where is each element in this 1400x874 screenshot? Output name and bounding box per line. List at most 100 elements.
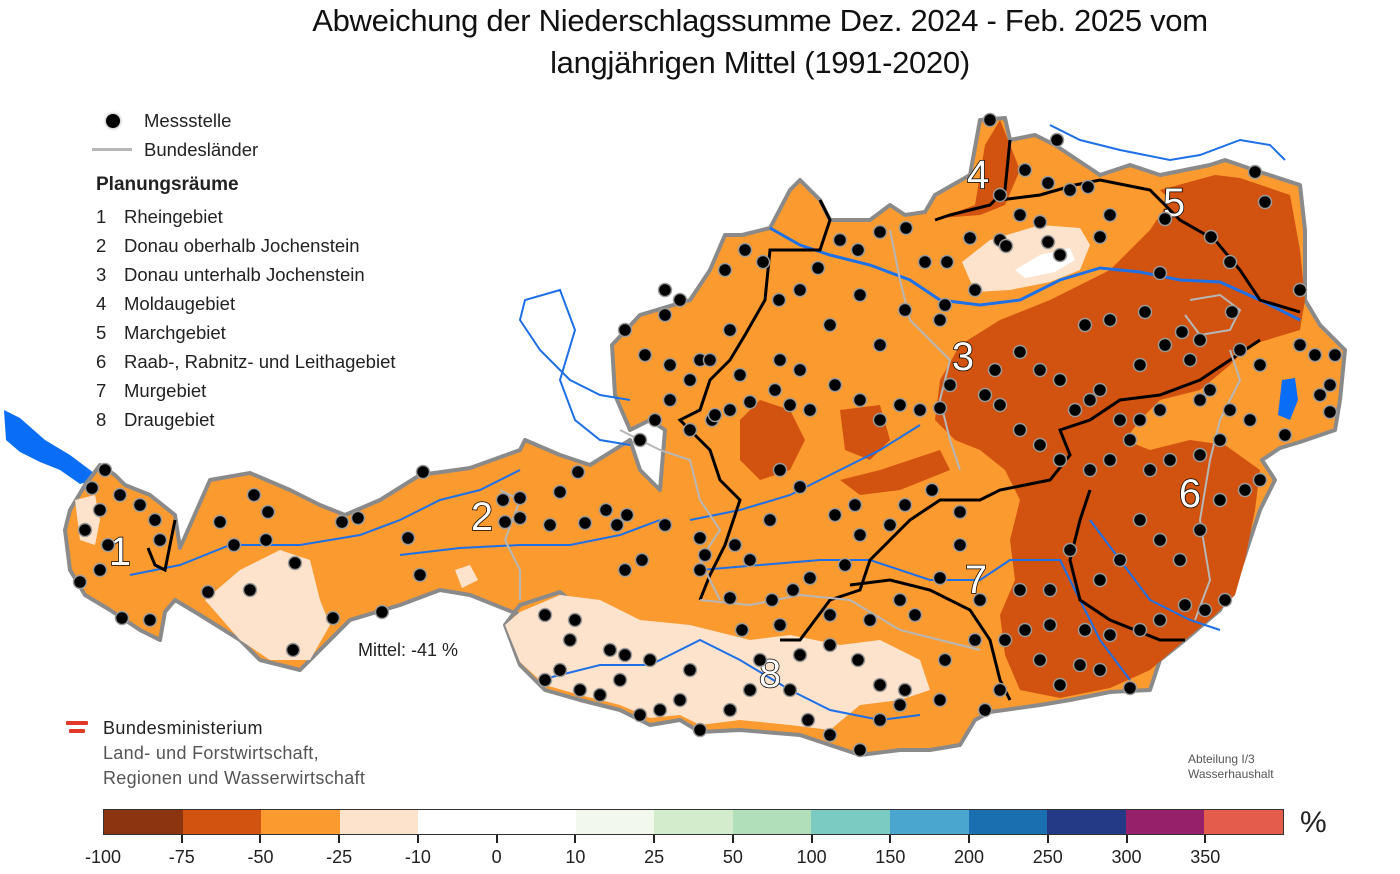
measurement-station-dot (952, 504, 968, 520)
measurement-station-dot (742, 552, 758, 568)
border-line-icon (92, 148, 132, 151)
colorbar-tick-label: 100 (796, 847, 827, 867)
title-line-1: Abweichung der Niederschlagssumme Dez. 2… (312, 3, 1208, 38)
planning-name: Raab-, Rabnitz- und Leithagebiet (124, 350, 396, 372)
measurement-station-dot (634, 552, 650, 568)
measurement-station-dot (1122, 680, 1138, 696)
legend-station-label: Messstelle (144, 109, 232, 131)
measurement-station-dot (72, 574, 88, 590)
colorbar-segment (1047, 810, 1126, 834)
measurement-station-dot (1017, 162, 1033, 178)
colorbar-ticks: -100 -75 -50 -25 -10 0 10 25 50 100 150 200 250 300 35… (85, 835, 1284, 867)
planning-name: Draugebiet (124, 408, 215, 430)
measurement-station-dot (552, 484, 568, 500)
planning-num: 1 (96, 205, 107, 227)
measurement-station-dot (1052, 677, 1068, 693)
measurement-station-dot (1032, 437, 1048, 453)
state-border-wien (1184, 293, 1242, 337)
measurement-station-dot (1237, 482, 1253, 498)
measurement-station-dot (1112, 412, 1128, 428)
measurement-station-dot (1252, 472, 1268, 488)
measurement-station-dot (872, 224, 888, 240)
colorbar-segment (968, 810, 1048, 834)
measurement-station-dot (697, 547, 713, 563)
planning-area-label: 7 (965, 558, 987, 602)
colorbar-unit: % (1300, 806, 1327, 839)
measurement-station-dot (717, 262, 733, 278)
boundary-mur-east (1068, 489, 1185, 642)
measurement-station-dot (374, 604, 390, 620)
measurement-station-dot (1307, 347, 1323, 363)
measurement-station-dot (1032, 652, 1048, 668)
measurement-station-dot (567, 612, 583, 628)
measurement-station-dot (737, 242, 753, 258)
measurement-station-dot (570, 464, 586, 480)
colorbar-tick-label: -50 (247, 847, 274, 867)
measurement-station-dot (92, 562, 108, 578)
colorbar-tick-mark (574, 835, 577, 843)
measurement-station-dot (1232, 342, 1248, 358)
measurement-station-dot (200, 584, 216, 600)
colorbar-tick-mark (495, 835, 498, 843)
measurement-station-dot (1062, 182, 1078, 198)
measurement-station-dot (1203, 229, 1219, 245)
colorbar-tick-mark (416, 835, 419, 843)
measurement-station-dot (682, 422, 698, 438)
measurement-station-dot (1292, 282, 1308, 298)
legend-planning-item: 4 Moldaugebiet (96, 289, 396, 318)
measurement-station-dot (1192, 392, 1208, 408)
measurement-station-dot (1122, 432, 1138, 448)
measurement-station-dot (827, 507, 843, 523)
measurement-station-dot (1012, 344, 1028, 360)
measurement-station-dot (1062, 542, 1078, 558)
measurement-station-dot (872, 677, 888, 693)
measurement-station-dot (992, 187, 1008, 203)
measurement-station-dot (810, 260, 826, 276)
measurement-station-dot (977, 387, 993, 403)
colorbar-tick-mark (968, 835, 971, 843)
measurement-station-dot (898, 220, 914, 236)
river-outline-bavaria (518, 288, 631, 446)
legend-border-label: Bundesländer (144, 138, 259, 160)
measurement-station-dot (939, 254, 955, 270)
measurement-station-dot (212, 514, 228, 530)
measurement-station-dot (285, 642, 301, 658)
measurement-station-dot (982, 112, 998, 128)
measurement-station-dot (772, 352, 788, 368)
measurement-station-dot (1040, 175, 1056, 191)
measurement-station-dot (732, 367, 748, 383)
measurement-station-dot (672, 292, 688, 308)
planning-num: 6 (96, 350, 107, 372)
measurement-station-dot (1080, 179, 1096, 195)
river-donau (769, 226, 1301, 322)
colorbar-tick-label: 200 (954, 847, 985, 867)
measurement-station-dot (512, 490, 528, 506)
colorbar-segment (418, 810, 497, 834)
measurement-station-dot (1072, 657, 1088, 673)
measurement-station-dot (142, 612, 158, 628)
measurement-station-dot (1292, 337, 1308, 353)
measurement-station-dot (242, 582, 258, 598)
measurement-station-dot (755, 254, 771, 270)
measurement-station-dot (800, 712, 816, 728)
map-title: Abweichung der Niederschlagssumme Dez. 2… (0, 0, 1400, 84)
legend-planning-item: 1 Rheingebiet (96, 202, 396, 231)
measurement-station-dot (260, 504, 276, 520)
measurement-station-dot (1082, 392, 1098, 408)
measurement-station-dot (792, 647, 808, 663)
measurement-station-dot (147, 512, 163, 528)
measurement-station-dot (226, 537, 242, 553)
planning-num: 8 (96, 408, 107, 430)
measurement-station-dot (537, 672, 553, 688)
measurement-station-dot (862, 612, 878, 628)
measurement-station-dot (258, 532, 274, 548)
planning-num: 3 (96, 263, 107, 285)
colorbar-tick-mark (180, 835, 183, 843)
measurement-station-dot (1132, 622, 1148, 638)
state-border-burgenland (1194, 349, 1242, 621)
measurement-station-dot (1049, 132, 1065, 148)
measurement-station-dot (84, 480, 100, 496)
measurement-station-dot (657, 307, 673, 323)
measurement-station-dot (77, 522, 93, 538)
